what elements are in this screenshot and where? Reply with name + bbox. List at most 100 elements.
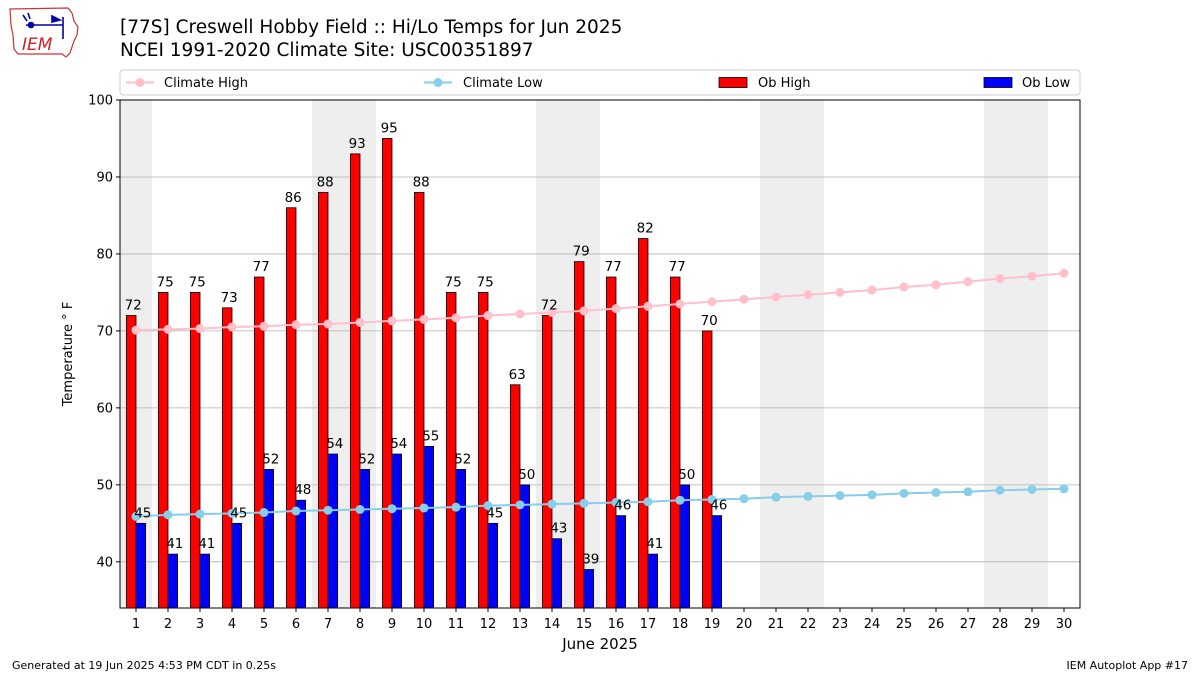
x-tick-label: 5 xyxy=(260,617,268,632)
x-tick-label: 22 xyxy=(800,617,817,632)
weather-station-icon xyxy=(22,12,64,39)
climate-high-point xyxy=(835,287,845,297)
ob-high-label: 79 xyxy=(573,244,590,260)
ob-high-label: 88 xyxy=(317,174,334,190)
x-axis: 1 2 3 4 5 6 7 8 9 10 11 12 13 14 15 16 17 18 19 20 21 22 23 24 2… xyxy=(132,608,1072,632)
ob-low-bar xyxy=(583,569,595,609)
x-tick-label: 3 xyxy=(196,617,204,632)
ob-high-label: 95 xyxy=(381,120,398,136)
x-tick-label: 11 xyxy=(448,617,465,632)
climate-high-point xyxy=(195,324,205,334)
y-axis-label: Temperature ° F xyxy=(61,302,76,408)
ob-high-label: 77 xyxy=(669,259,686,275)
ob-low-bar xyxy=(295,499,307,609)
climate-low-point xyxy=(1059,484,1069,494)
climate-low-point xyxy=(451,502,461,512)
climate-high-point xyxy=(259,321,269,331)
climate-low-point xyxy=(739,494,749,504)
ob-high-bar xyxy=(189,292,201,609)
ob-high-label: 75 xyxy=(477,274,494,290)
y-axis: 40 50 60 70 80 90 100 xyxy=(88,94,120,570)
x-tick-label: 27 xyxy=(960,617,977,632)
climate-high-point xyxy=(355,317,365,327)
generated-timestamp: Generated at 19 Jun 2025 4:53 PM CDT in … xyxy=(12,659,277,672)
climate-high-point xyxy=(995,274,1005,284)
ob-low-bar xyxy=(135,522,147,609)
ob-high-bar xyxy=(670,276,681,609)
x-tick-label: 29 xyxy=(1024,617,1041,632)
climate-low-point xyxy=(227,508,237,518)
x-tick-label: 19 xyxy=(704,617,721,632)
x-tick-label: 21 xyxy=(768,617,785,632)
x-tick-label: 13 xyxy=(512,617,529,632)
climate-low-point xyxy=(291,506,301,516)
climate-low-point xyxy=(867,490,877,500)
climate-high-point xyxy=(1059,268,1069,278)
y-tick-label: 90 xyxy=(96,170,113,185)
climate-high-line xyxy=(135,272,1065,332)
ob-low-label: 39 xyxy=(582,552,599,568)
x-tick-label: 15 xyxy=(576,617,593,632)
climate-high-point xyxy=(419,314,429,324)
legend: Climate High Climate Low Ob High Ob Low xyxy=(119,69,1081,96)
y-tick-label: 50 xyxy=(96,478,113,493)
app-credit: IEM Autoplot App #17 xyxy=(1066,659,1189,672)
x-axis-label: June 2025 xyxy=(561,635,638,653)
ob-low-bar xyxy=(199,553,211,609)
weekend-band xyxy=(1016,100,1048,608)
ob-high-label: 75 xyxy=(445,274,462,290)
climate-high-point xyxy=(387,316,397,326)
climate-low-point xyxy=(163,510,173,520)
ob-high-label: 75 xyxy=(189,274,206,290)
y-tick-label: 80 xyxy=(96,247,113,262)
ob-high-label: 70 xyxy=(701,313,718,329)
ob-low-label: 55 xyxy=(422,428,439,444)
ob-high-label: 77 xyxy=(253,259,270,275)
ob-low-bar xyxy=(423,445,435,609)
x-tick-label: 25 xyxy=(896,617,913,632)
climate-low-point xyxy=(259,508,269,518)
x-tick-label: 23 xyxy=(832,617,849,632)
iem-logo: IEM xyxy=(9,7,79,58)
ob-high-bar xyxy=(702,330,713,609)
climate-high-point xyxy=(515,309,525,319)
climate-high-point xyxy=(483,311,493,321)
climate-low-point xyxy=(419,503,429,513)
ob-high-bar xyxy=(413,191,425,609)
x-tick-label: 2 xyxy=(164,617,172,632)
ob-high-label: 88 xyxy=(413,174,430,190)
climate-high-point xyxy=(611,304,621,314)
legend-ob-low-swatch xyxy=(983,77,1013,88)
climate-low-point xyxy=(963,487,973,497)
climate-high-point xyxy=(131,325,141,335)
chart-subtitle: NCEI 1991-2020 Climate Site: USC00351897 xyxy=(120,40,534,61)
ob-low-label: 41 xyxy=(166,536,183,552)
x-tick-label: 18 xyxy=(672,617,689,632)
ob-low-label: 46 xyxy=(614,498,631,514)
climate-high-point xyxy=(803,290,813,300)
ob-high-bar xyxy=(606,276,617,609)
ob-low-bar xyxy=(455,469,467,609)
ob-low-bar xyxy=(647,553,659,609)
data-labels: 72 75 75 73 77 86 88 93 95 88 75 75 63 72 79 77 82 77 70 45… xyxy=(125,120,728,567)
ob-low-label: 46 xyxy=(710,498,727,514)
climate-low-point xyxy=(547,499,557,509)
x-tick-label: 26 xyxy=(928,617,945,632)
legend-climate-low-label: Climate Low xyxy=(463,76,543,91)
x-tick-label: 1 xyxy=(132,617,140,632)
ob-low-label: 50 xyxy=(518,467,535,483)
climate-high-point xyxy=(771,292,781,302)
ob-high-label: 63 xyxy=(509,367,526,383)
ob-high-bar xyxy=(445,292,457,609)
ob-high-bar xyxy=(381,138,393,609)
x-tick-label: 12 xyxy=(480,617,497,632)
x-tick-label: 14 xyxy=(544,617,561,632)
climate-low-point xyxy=(931,488,941,498)
plot-frame xyxy=(119,99,1081,609)
x-tick-label: 10 xyxy=(416,617,433,632)
ob-high-bar xyxy=(477,292,489,609)
climate-high-point xyxy=(899,282,909,292)
climate-low-point xyxy=(483,501,493,511)
ob-high-bar xyxy=(638,238,649,609)
